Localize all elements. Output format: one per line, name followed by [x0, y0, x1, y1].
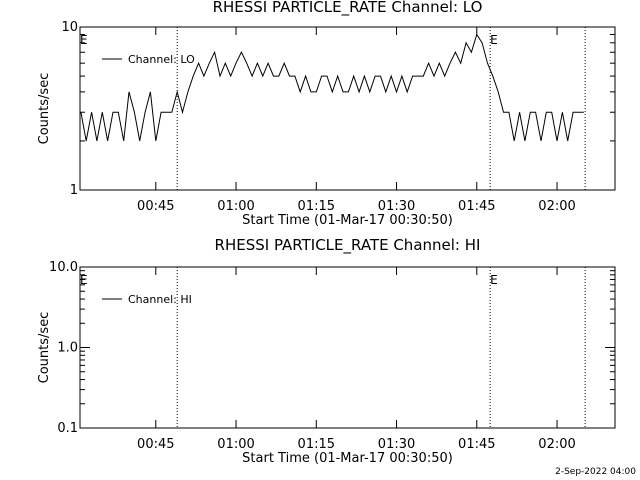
x-tick-label: 01:30	[378, 437, 415, 452]
event-label: E	[490, 273, 498, 287]
y-tick-label: 1.0	[57, 341, 78, 356]
y-tick-label: 10.0	[49, 260, 78, 275]
footer: 2-Sep-2022 04:00	[555, 467, 636, 477]
plot-frame	[79, 26, 616, 191]
y-tick-label: 1	[70, 183, 78, 198]
x-tick-label: 01:45	[458, 199, 495, 214]
data-line	[80, 33, 584, 141]
x-tick-label: 02:00	[538, 437, 575, 452]
legend-label: Channel: LO	[128, 53, 195, 66]
chart-title: RHESSI PARTICLE_RATE Channel: HI	[215, 236, 481, 255]
event-label: E	[490, 33, 498, 47]
y-axis-label: Counts/sec	[37, 73, 52, 145]
y-tick-label: 10	[61, 20, 78, 35]
x-axis-label: Start Time (01-Mar-17 00:30:50)	[242, 213, 453, 228]
x-tick-label: 01:15	[298, 199, 335, 214]
event-label: E	[80, 33, 88, 47]
x-tick-label: 01:00	[217, 199, 254, 214]
x-tick-label: 01:00	[217, 437, 254, 452]
x-tick-label: 01:15	[298, 437, 335, 452]
x-axis-label: Start Time (01-Mar-17 00:30:50)	[242, 451, 453, 466]
x-tick-label: 01:30	[378, 199, 415, 214]
legend-label: Channel: HI	[128, 293, 192, 306]
y-tick-label: 0.1	[57, 421, 78, 436]
x-tick-label: 01:45	[458, 437, 495, 452]
x-tick-label: 00:45	[137, 437, 174, 452]
chart-title: RHESSI PARTICLE_RATE Channel: LO	[213, 0, 483, 17]
event-label: E	[80, 273, 88, 287]
x-tick-label: 02:00	[538, 199, 575, 214]
x-tick-label: 00:45	[137, 199, 174, 214]
y-axis-label: Counts/sec	[37, 312, 52, 384]
